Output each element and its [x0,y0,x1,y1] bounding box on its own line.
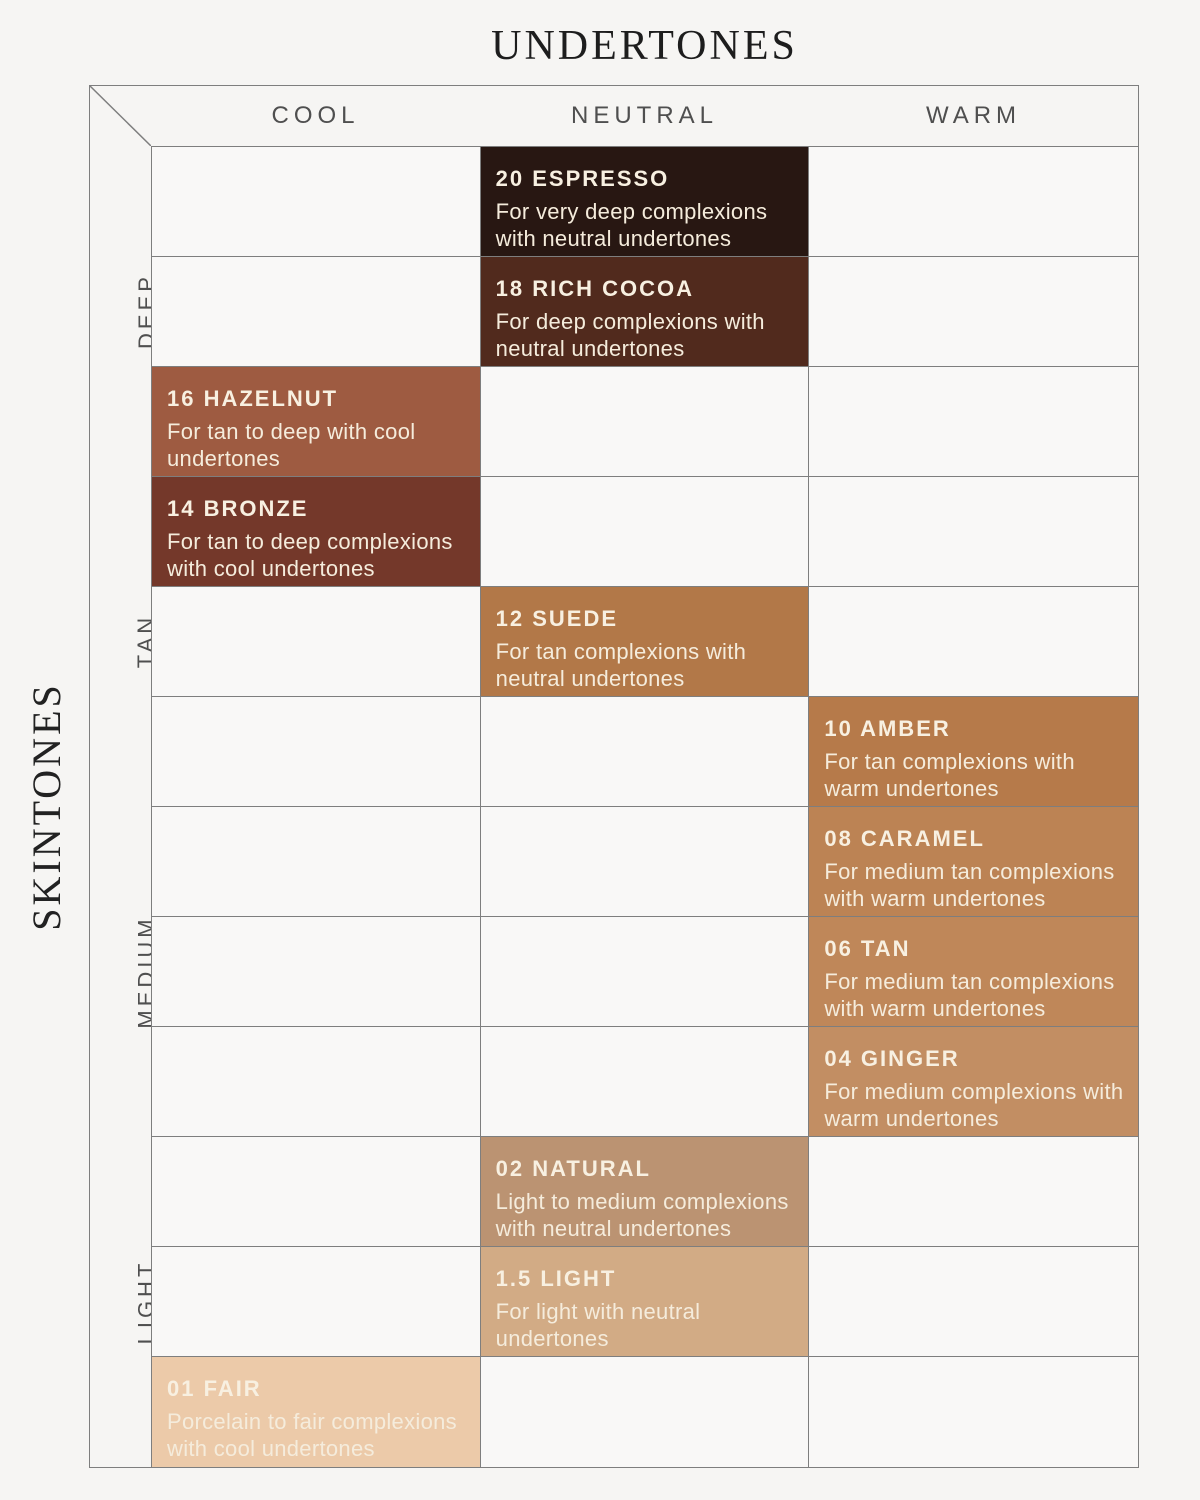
shade-description: For tan complexions with neutral underto… [495,639,747,691]
shade-name: 18 RICH COCOA [495,276,695,301]
empty-cell [480,1027,810,1137]
shade-name: 12 SUEDE [495,606,619,631]
column-header-cool: COOL [271,102,360,129]
empty-cell [809,367,1138,477]
shade-description: For medium complexions with warm underto… [824,1079,1124,1131]
shade-description: For tan to deep complexions with cool un… [167,529,453,581]
empty-cell [152,697,481,807]
empty-cell [480,917,810,1027]
undertone-header-row: COOL NEUTRAL WARM [151,86,1138,146]
shade-name: 02 NATURAL [495,1156,651,1181]
skintones-title-wrap: SKINTONES [14,145,78,1468]
column-header-neutral: NEUTRAL [570,102,719,129]
shade-name: 06 TAN [824,936,911,961]
shade-name: 20 ESPRESSO [495,166,670,191]
empty-cell [152,1247,481,1357]
shade-description: Light to medium complexions with neutral… [495,1189,789,1241]
shade-cell-14-bronze: 14 BRONZE For tan to deep complexions wit… [152,477,481,587]
shade-cell-02-natural: 02 NATURAL Light to medium complexions wi… [480,1137,810,1247]
skintone-group-column: DEEP TAN MEDIUM LIGHT [90,146,159,1467]
shade-description: For very deep complexions with neutral u… [495,199,768,251]
shade-name: 04 GINGER [824,1046,960,1071]
empty-cell [152,257,481,367]
empty-cell [152,587,481,697]
shade-cell-20-espresso: 20 ESPRESSO For very deep complexions wit… [480,147,810,257]
shade-cell-04-ginger: 04 GINGER For medium complexions with war… [809,1027,1138,1137]
shade-name: 16 HAZELNUT [167,386,339,411]
shade-cell-18-rich-cocoa: 18 RICH COCOA For deep complexions with n… [480,257,810,367]
shade-cell-06-tan: 06 TAN For medium tan complexions with wa… [809,917,1138,1027]
shade-description: Porcelain to fair complexions with cool … [167,1409,457,1461]
shade-cell-01-fair: 01 FAIR Porcelain to fair complexions wit… [152,1357,481,1467]
shade-name: 1.5 LIGHT [495,1266,617,1291]
shade-cell-08-caramel: 08 CARAMEL For medium tan complexions wit… [809,807,1138,917]
empty-cell [480,807,810,917]
empty-cell [480,477,810,587]
corner-diagonal-line [90,86,151,146]
shade-cell-12-suede: 12 SUEDE For tan complexions with neutral… [480,587,810,697]
empty-cell [152,807,481,917]
column-header-warm: WARM [925,102,1022,129]
shade-grid: 20 ESPRESSO For very deep complexions wit… [151,146,1138,1467]
empty-cell [809,147,1138,257]
empty-cell [152,1137,481,1247]
shade-description: For tan complexions with warm undertones [824,749,1075,801]
shade-chart: COOL NEUTRAL WARM DEEP TAN MEDIUM LIGHT 20 ES… [89,85,1139,1468]
shade-description: For medium tan complexions with warm und… [824,859,1115,911]
empty-cell [152,1027,481,1137]
empty-cell [152,917,481,1027]
shade-description: For light with neutral undertones [495,1299,701,1351]
empty-cell [809,257,1138,367]
empty-cell [809,1357,1138,1467]
shade-name: 14 BRONZE [167,496,309,521]
empty-cell [152,147,481,257]
empty-cell [809,477,1138,587]
empty-cell [809,1247,1138,1357]
empty-cell [480,1357,810,1467]
shade-description: For medium tan complexions with warm und… [824,969,1115,1021]
shade-cell-1-5-light: 1.5 LIGHT For light with neutral underton… [480,1247,810,1357]
shade-name: 01 FAIR [167,1376,262,1401]
shade-name: 08 CARAMEL [824,826,985,851]
empty-cell [809,587,1138,697]
skintones-title: SKINTONES [23,682,69,931]
empty-cell [480,697,810,807]
shade-name: 10 AMBER [824,716,951,741]
shade-cell-10-amber: 10 AMBER For tan complexions with warm un… [809,697,1138,807]
shade-description: For deep complexions with neutral undert… [495,309,765,361]
empty-cell [809,1137,1138,1247]
shade-description: For tan to deep with cool undertones [167,419,416,471]
shade-cell-16-hazelnut: 16 HAZELNUT For tan to deep with cool und… [152,367,481,477]
undertones-title: UNDERTONES [491,23,798,69]
empty-cell [480,367,810,477]
